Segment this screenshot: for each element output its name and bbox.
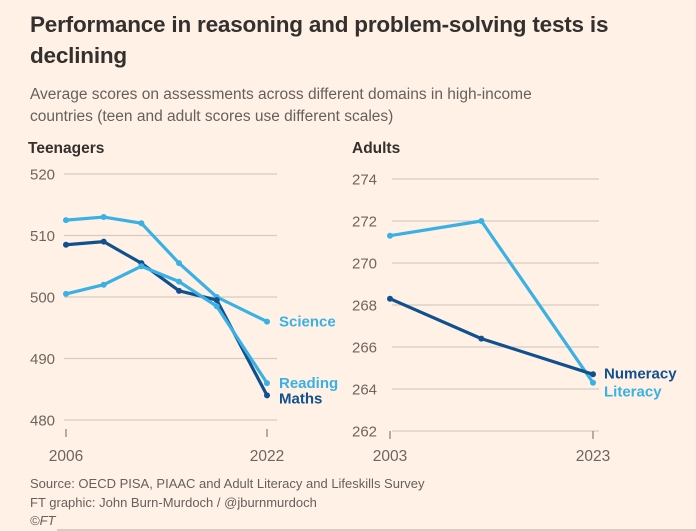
series-label-numeracy: Numeracy (604, 365, 677, 382)
chart-subtitle-line-1: Average scores on assessments across dif… (30, 86, 532, 103)
data-point-marker-literacy (387, 232, 393, 239)
chart-title-line-2: declining (30, 43, 127, 68)
series-line-reading (64, 264, 269, 385)
series-label-maths: Maths (279, 390, 322, 407)
data-point-marker-science (176, 260, 183, 267)
data-point-marker-literacy (478, 218, 485, 224)
chart-title-line-1: Performance in reasoning and problem-sol… (30, 12, 609, 37)
data-point-marker-reading (264, 380, 270, 387)
data-point-marker-science (100, 214, 107, 221)
chart-subtitle: Average scores on assessments across dif… (30, 84, 670, 128)
data-point-marker-maths (100, 238, 107, 245)
y-tick-label: 490 (30, 351, 55, 368)
source-note: Source: OECD PISA, PIAAC and Adult Liter… (30, 476, 425, 491)
y-tick-label: 510 (30, 228, 55, 245)
y-tick-label: 266 (352, 340, 377, 357)
series-line-maths (64, 240, 269, 397)
panel-title-adults: Adults (352, 140, 401, 157)
data-point-marker-maths (213, 297, 220, 304)
data-point-marker-maths (63, 241, 69, 248)
data-point-marker-literacy (590, 379, 596, 386)
series-line-literacy (388, 219, 595, 385)
data-point-marker-numeracy (590, 371, 596, 378)
x-tick-label: 2006 (49, 448, 83, 465)
data-point-marker-science (63, 217, 69, 224)
data-point-marker-science (138, 220, 145, 227)
series-label-literacy: Literacy (604, 384, 662, 401)
x-tick-label: 2022 (250, 448, 284, 465)
data-point-marker-numeracy (478, 335, 485, 342)
y-tick-label: 264 (352, 382, 377, 399)
chart-subtitle-line-2: countries (teen and adult scores use dif… (30, 108, 394, 125)
series-line-science (64, 215, 269, 324)
y-tick-label: 268 (352, 298, 377, 315)
data-point-marker-maths (176, 287, 183, 294)
data-point-marker-numeracy (387, 295, 393, 302)
copyright-note: ©FT (30, 513, 56, 528)
data-point-marker-reading (138, 263, 145, 270)
chart-title: Performance in reasoning and problem-sol… (30, 9, 670, 71)
series-label-reading: Reading (279, 375, 338, 392)
data-point-marker-science (264, 318, 270, 325)
y-tick-label: 500 (30, 290, 55, 307)
y-tick-label: 270 (352, 256, 377, 273)
data-point-marker-reading (213, 303, 220, 310)
bottom-edge-line (57, 529, 696, 531)
panel-title-teenagers: Teenagers (28, 140, 105, 157)
y-tick-label: 480 (30, 413, 55, 430)
data-point-marker-reading (100, 281, 107, 288)
y-tick-label: 520 (30, 167, 55, 184)
y-tick-label: 262 (352, 424, 377, 441)
data-point-marker-reading (176, 278, 183, 285)
x-tick-label: 2023 (576, 448, 610, 465)
credit-note: FT graphic: John Burn-Murdoch / @jburnmu… (30, 494, 317, 510)
series-label-science: Science (279, 314, 336, 331)
data-point-marker-maths (264, 392, 270, 399)
x-tick-label: 2003 (373, 448, 407, 465)
footer-notes: Source: OECD PISA, PIAAC and Adult Liter… (30, 475, 425, 531)
data-point-marker-reading (63, 290, 69, 297)
y-tick-label: 274 (352, 172, 377, 189)
y-tick-label: 272 (352, 214, 377, 231)
